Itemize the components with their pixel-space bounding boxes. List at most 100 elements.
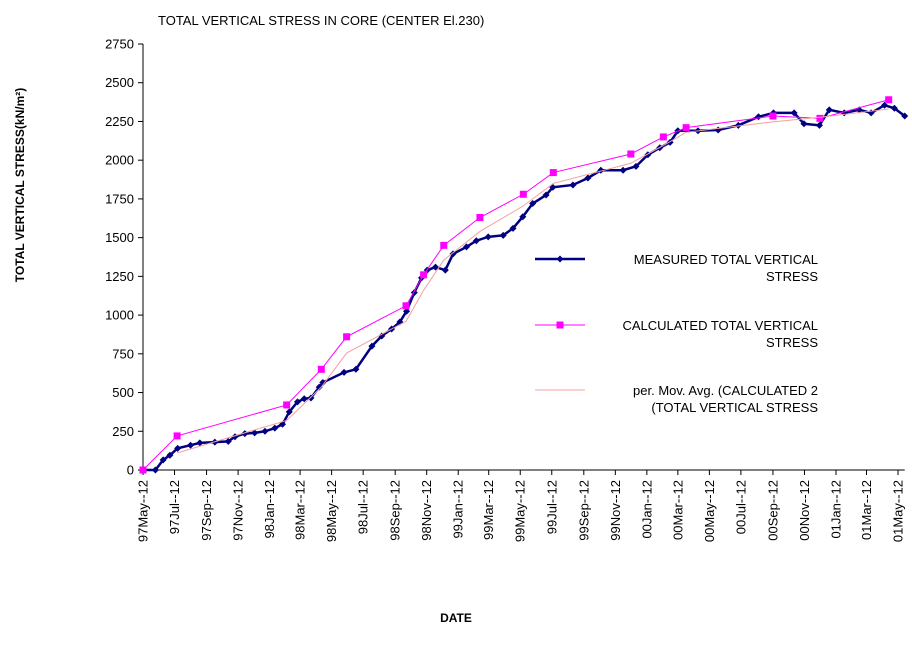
point (283, 401, 291, 409)
x-tick-label: 97Sep--12 (199, 480, 214, 541)
point (519, 213, 527, 221)
x-tick-label: 01Mar--12 (859, 480, 874, 540)
point (790, 109, 798, 117)
legend-label: per. Mov. Avg. (CALCULATED 2 (TOTAL VERT… (633, 383, 818, 415)
point (300, 395, 308, 403)
point (166, 451, 174, 459)
point (340, 368, 348, 376)
x-tick-label: 97Jul--12 (167, 480, 182, 534)
y-tick-label: 2000 (105, 153, 134, 168)
point (285, 408, 293, 416)
point (815, 121, 823, 129)
x-tick-label: 98Jan--12 (262, 480, 277, 539)
point (440, 241, 448, 249)
point (294, 398, 302, 406)
x-axis-label: DATE (440, 611, 472, 625)
point (271, 424, 279, 432)
point (151, 466, 159, 474)
point (378, 332, 386, 340)
point (352, 365, 360, 373)
point (659, 133, 667, 141)
point (890, 104, 898, 112)
point (800, 120, 808, 128)
x-tick-label: 99Sep--12 (576, 480, 591, 541)
legend-marker (556, 255, 564, 263)
x-tick-label: 01Jan--12 (828, 480, 843, 539)
point (542, 191, 550, 199)
point (627, 150, 635, 158)
point (251, 429, 259, 437)
point (714, 126, 722, 134)
point (173, 432, 181, 440)
x-tick-label: 99Nov--12 (608, 480, 623, 541)
x-tick-label: 00Jul--12 (733, 480, 748, 534)
point (315, 383, 323, 391)
point (754, 113, 762, 121)
point (484, 233, 492, 241)
point (368, 342, 376, 350)
x-tick-label: 99Jul--12 (544, 480, 559, 534)
y-tick-label: 2250 (105, 114, 134, 129)
x-tick-label: 99Jan--12 (451, 480, 466, 539)
point (462, 243, 470, 251)
point (317, 365, 325, 373)
y-tick-label: 2500 (105, 75, 134, 90)
point (619, 166, 627, 174)
point (196, 439, 204, 447)
y-tick-label: 250 (112, 424, 134, 439)
x-tick-label: 01May--12 (891, 480, 906, 542)
point (519, 190, 527, 198)
y-tick-label: 1750 (105, 191, 134, 206)
x-tick-label: 97May--12 (136, 480, 151, 542)
x-tick-label: 98Mar--12 (293, 480, 308, 540)
point (402, 302, 410, 310)
point (420, 271, 428, 279)
chart-title: TOTAL VERTICAL STRESS IN CORE (CENTER El… (158, 13, 484, 28)
point (632, 162, 640, 170)
point (224, 437, 232, 445)
x-tick-label: 98Sep--12 (388, 480, 403, 541)
y-tick-label: 1500 (105, 230, 134, 245)
x-tick-label: 97Nov--12 (231, 480, 246, 541)
series-line (176, 108, 889, 454)
point (816, 114, 824, 122)
x-tick-label: 00Mar--12 (670, 480, 685, 540)
point (307, 394, 315, 402)
point (901, 112, 909, 120)
point (472, 237, 480, 245)
legend-label: MEASURED TOTAL VERTICAL STRESS (633, 252, 818, 284)
y-tick-label: 750 (112, 346, 134, 361)
point (549, 169, 557, 177)
point (529, 200, 537, 208)
legend-label: CALCULATED TOTAL VERTICAL STRESS (622, 318, 818, 350)
x-tick-label: 00May--12 (702, 480, 717, 542)
y-tick-label: 1250 (105, 269, 134, 284)
y-tick-label: 0 (127, 463, 134, 478)
point (343, 333, 351, 341)
point (476, 213, 484, 221)
x-tick-label: 00Nov--12 (797, 480, 812, 541)
y-tick-label: 1000 (105, 308, 134, 323)
point (569, 181, 577, 189)
x-tick-label: 00Jan--12 (639, 480, 654, 539)
point (319, 378, 327, 386)
point (187, 441, 195, 449)
point (139, 466, 147, 474)
point (441, 266, 449, 274)
y-tick-label: 500 (112, 385, 134, 400)
x-tick-label: 98May--12 (324, 480, 339, 542)
point (769, 112, 777, 120)
y-tick-label: 2750 (105, 37, 134, 52)
point (449, 250, 457, 258)
x-tick-label: 99May--12 (513, 480, 528, 542)
x-tick-label: 98Nov--12 (419, 480, 434, 541)
x-tick-label: 00Sep--12 (765, 480, 780, 541)
legend-marker (556, 321, 564, 329)
point (261, 427, 269, 435)
point (509, 224, 517, 232)
x-tick-label: 99Mar--12 (481, 480, 496, 540)
point (499, 231, 507, 239)
x-tick-label: 98Jul--12 (356, 480, 371, 534)
